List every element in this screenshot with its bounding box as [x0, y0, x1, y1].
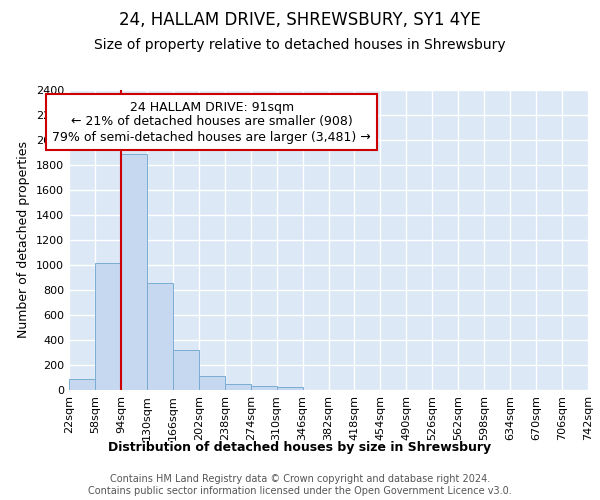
Bar: [95, 262, 121, 390]
Text: Contains HM Land Registry data © Crown copyright and database right 2024.
Contai: Contains HM Land Registry data © Crown c…: [88, 474, 512, 496]
Text: Size of property relative to detached houses in Shrewsbury: Size of property relative to detached ho…: [94, 38, 506, 52]
Bar: [121, 154, 147, 390]
Text: 24 HALLAM DRIVE: 91sqm
← 21% of detached houses are smaller (908)
79% of semi-de: 24 HALLAM DRIVE: 91sqm ← 21% of detached…: [52, 100, 371, 144]
Bar: [251, 386, 277, 390]
Bar: [173, 350, 199, 390]
Bar: [69, 379, 95, 390]
Text: Distribution of detached houses by size in Shrewsbury: Distribution of detached houses by size …: [109, 441, 491, 454]
Bar: [147, 282, 173, 390]
Bar: [277, 387, 302, 390]
Bar: [199, 376, 224, 390]
Text: 24, HALLAM DRIVE, SHREWSBURY, SY1 4YE: 24, HALLAM DRIVE, SHREWSBURY, SY1 4YE: [119, 11, 481, 29]
Bar: [224, 384, 251, 390]
Y-axis label: Number of detached properties: Number of detached properties: [17, 142, 31, 338]
